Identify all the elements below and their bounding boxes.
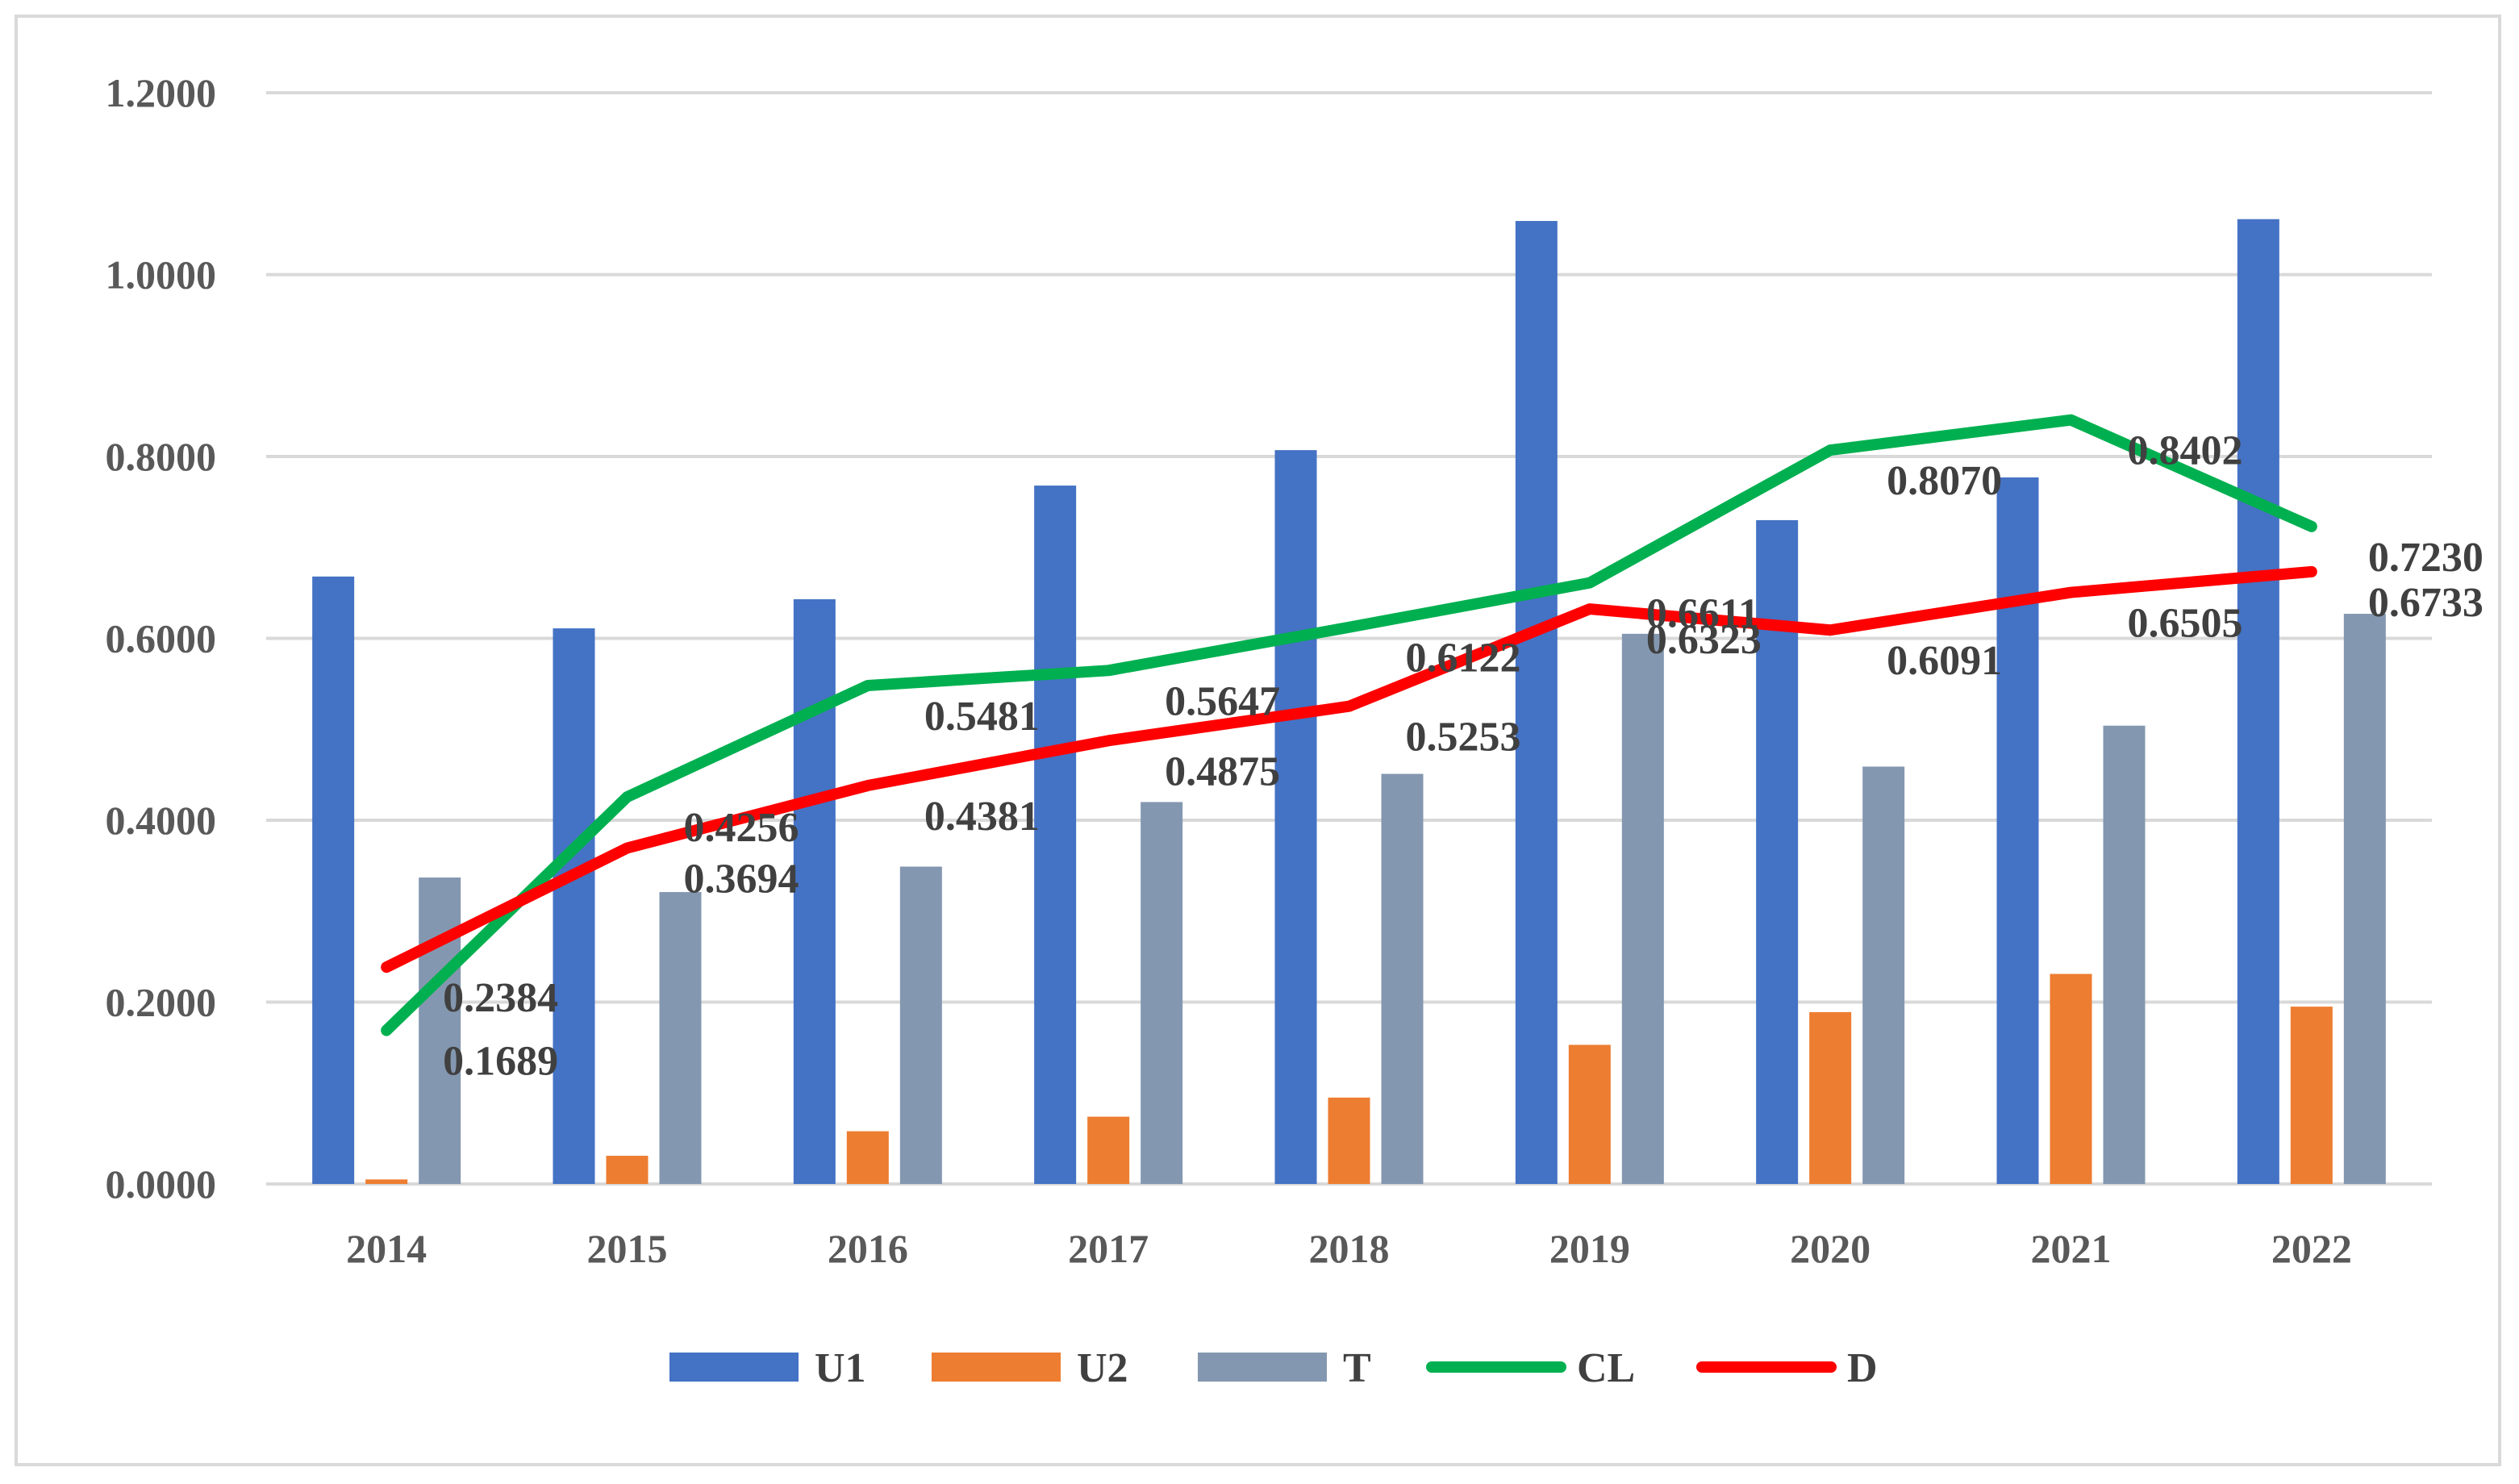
legend-swatch-t bbox=[1198, 1353, 1327, 1382]
bar-u2-2020 bbox=[1809, 1011, 1852, 1184]
bar-t-2015 bbox=[659, 892, 702, 1184]
legend-label-t: T bbox=[1343, 1345, 1371, 1391]
bar-u1-2016 bbox=[793, 599, 836, 1184]
y-tick-label: 0.2000 bbox=[106, 980, 217, 1025]
x-tick-label: 2018 bbox=[1309, 1226, 1390, 1271]
x-tick-label: 2022 bbox=[2271, 1226, 2352, 1271]
bar-t-2022 bbox=[2343, 614, 2386, 1184]
data-label-d-2016: 0.4381 bbox=[924, 794, 1040, 840]
data-label-cl-2019: 0.6611 bbox=[1646, 591, 1759, 637]
bar-t-2016 bbox=[899, 866, 942, 1184]
data-label-d-2020: 0.6091 bbox=[1887, 638, 2002, 684]
data-label-cl-2020: 0.8070 bbox=[1887, 458, 2002, 504]
data-label-cl-2015: 0.4256 bbox=[684, 805, 799, 851]
data-label-d-2022: 0.6733 bbox=[2368, 580, 2484, 626]
bar-u2-2022 bbox=[2290, 1007, 2333, 1184]
data-label-d-2018: 0.5253 bbox=[1406, 715, 1521, 761]
data-label-d-2017: 0.4875 bbox=[1165, 748, 1280, 794]
legend-label-cl: CL bbox=[1577, 1345, 1635, 1391]
y-axis-ticks: 0.0000 0.2000 0.4000 0.6000 0.8000 1.0000 1.20… bbox=[106, 70, 217, 1207]
bar-u1-2014 bbox=[312, 576, 355, 1184]
y-tick-label: 0.0000 bbox=[106, 1161, 217, 1207]
bar-t-2014 bbox=[419, 877, 461, 1184]
bar-t-2017 bbox=[1141, 802, 1183, 1184]
x-tick-label: 2020 bbox=[1790, 1226, 1870, 1271]
bar-u2-2021 bbox=[2050, 973, 2092, 1184]
data-label-d-2015: 0.3694 bbox=[684, 857, 799, 902]
legend: U1 U2 T CL D bbox=[669, 1345, 1878, 1391]
y-tick-label: 0.8000 bbox=[106, 434, 217, 479]
data-label-cl-2017: 0.5647 bbox=[1165, 678, 1280, 724]
bar-u1-2019 bbox=[1515, 220, 1558, 1184]
x-axis-ticks: 2014 2015 2016 2017 2018 2019 2020 2021 2022 bbox=[346, 1226, 2352, 1271]
y-tick-label: 1.2000 bbox=[106, 70, 217, 115]
bar-u1-2018 bbox=[1274, 450, 1317, 1184]
data-label-d-2014: 0.2384 bbox=[443, 975, 558, 1021]
data-label-cl-2022: 0.7230 bbox=[2368, 535, 2484, 581]
y-tick-label: 0.6000 bbox=[106, 616, 217, 661]
data-label-cl-2021: 0.8402 bbox=[2128, 428, 2243, 474]
bar-u2-2016 bbox=[846, 1131, 889, 1184]
bar-u1-2015 bbox=[553, 628, 595, 1184]
bar-t-2021 bbox=[2103, 725, 2146, 1184]
bar-u1-2017 bbox=[1034, 486, 1077, 1184]
line-d bbox=[381, 565, 2317, 973]
data-label-d-2019: 0.6323 bbox=[1646, 617, 1762, 663]
legend-label-d: D bbox=[1847, 1345, 1878, 1391]
x-tick-label: 2015 bbox=[587, 1226, 668, 1271]
data-label-cl-2018: 0.6122 bbox=[1406, 636, 1521, 682]
line-cl bbox=[381, 414, 2317, 1036]
data-labels: 0.1689 0.4256 0.5481 0.5647 0.6122 0.6611 0.80… bbox=[443, 428, 2484, 1085]
lines bbox=[381, 414, 2317, 1036]
data-label-cl-2016: 0.5481 bbox=[924, 694, 1040, 740]
bar-u2-2019 bbox=[1568, 1044, 1611, 1184]
bar-t-2018 bbox=[1381, 773, 1424, 1184]
bar-u1-2022 bbox=[2237, 219, 2279, 1184]
x-tick-label: 2014 bbox=[346, 1226, 427, 1271]
chart-frame bbox=[15, 15, 2501, 1466]
legend-label-u2: U2 bbox=[1077, 1345, 1128, 1391]
bar-u2-2017 bbox=[1087, 1116, 1130, 1184]
y-tick-label: 0.4000 bbox=[106, 798, 217, 843]
data-label-d-2021: 0.6505 bbox=[2128, 601, 2243, 647]
x-tick-label: 2016 bbox=[828, 1226, 908, 1271]
bar-u2-2015 bbox=[606, 1156, 649, 1184]
bar-t-2019 bbox=[1621, 633, 1664, 1184]
bar-t-2020 bbox=[1862, 766, 1905, 1184]
bar-u1-2021 bbox=[1996, 477, 2039, 1184]
x-tick-label: 2019 bbox=[1549, 1226, 1630, 1271]
data-label-cl-2014: 0.1689 bbox=[443, 1039, 558, 1085]
bar-u2-2014 bbox=[365, 1179, 408, 1184]
x-tick-label: 2021 bbox=[2031, 1226, 2112, 1271]
x-tick-label: 2017 bbox=[1068, 1226, 1149, 1271]
legend-swatch-u2 bbox=[932, 1353, 1061, 1382]
y-tick-label: 1.0000 bbox=[106, 252, 217, 298]
legend-label-u1: U1 bbox=[815, 1345, 866, 1391]
legend-swatch-u1 bbox=[669, 1353, 799, 1382]
bars bbox=[312, 219, 2386, 1184]
bar-u2-2018 bbox=[1328, 1097, 1370, 1184]
